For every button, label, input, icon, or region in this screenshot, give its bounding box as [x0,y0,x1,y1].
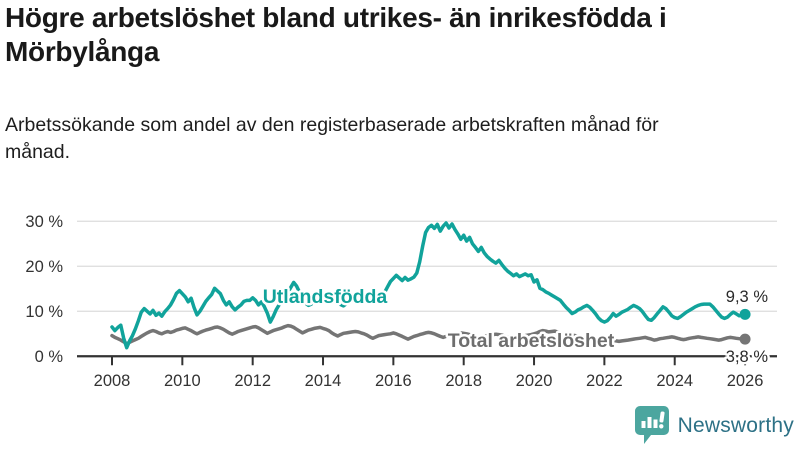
series-label-total: Total arbetslöshet [448,330,615,352]
logo-bar [647,417,652,428]
logo-bar [653,419,658,428]
x-axis-tick-label: 2016 [375,372,412,390]
x-axis-tick-label: 2014 [305,372,342,390]
page-title: Högre arbetslöshet bland utrikes- än inr… [5,2,667,67]
series-end-dot-total [739,333,751,345]
logo-bar [641,421,646,428]
x-axis-tick-label: 2012 [234,372,271,390]
x-axis-tick-label: 2022 [586,372,623,390]
series-line-utlandsfodda [110,221,747,350]
logo-exclamation [659,411,665,423]
x-axis-tick-label: 2018 [445,372,482,390]
chart-subtitle: Arbetssökande som andel av den registerb… [5,114,659,163]
y-axis-tick-label: 0 % [35,348,64,366]
brand-name: Newsworthy [677,414,794,437]
series-line-total [110,323,747,346]
newsworthy-brand: Newsworthy [634,405,794,447]
logo-exclamation-dot [658,424,664,429]
y-axis-tick-label: 10 % [25,303,63,321]
series-end-value-total: 3,8 % [726,348,769,366]
y-axis-tick-label: 30 % [25,213,63,231]
x-axis-tick-label: 2020 [516,372,553,390]
logo-bubble [634,406,669,444]
series-end-dot-utlandsfodda [739,308,751,320]
y-axis-tick-label: 20 % [25,258,63,276]
series-label-utlandsfodda: Utlandsfödda [263,286,388,308]
newsworthy-logo-icon [634,406,669,444]
x-axis-tick-label: 2024 [656,372,693,390]
x-axis-tick-label: 2008 [94,372,131,390]
x-axis-tick-label: 2026 [727,372,764,390]
x-axis-tick-label: 2010 [164,372,201,390]
series-end-value-utlandsfodda: 9,3 % [726,288,769,306]
